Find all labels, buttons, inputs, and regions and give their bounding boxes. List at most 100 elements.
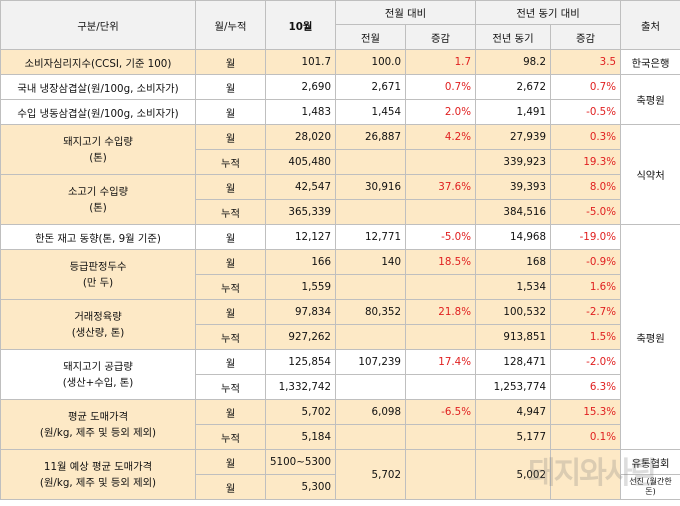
row-change: 0.7% xyxy=(404,74,477,100)
header-category: 구분/단위 xyxy=(0,0,196,50)
source-cell: 선진 (월간한돈) xyxy=(620,474,680,500)
row-current: 5,300 xyxy=(265,474,336,500)
row-label: 등급판정두수 (만 두) xyxy=(0,249,196,300)
label-unit: (생산량, 톤) xyxy=(71,326,125,339)
header-mom-change: 증감 xyxy=(404,24,477,50)
row-current: 28,020 xyxy=(265,124,336,150)
row-period: 월 xyxy=(195,349,266,375)
row-period: 월 xyxy=(195,299,266,325)
row-prev: 80,352 xyxy=(335,299,406,325)
row-period: 누적 xyxy=(195,424,266,450)
row-label: 거래정육량 (생산량, 톤) xyxy=(0,299,196,350)
row-prev-empty xyxy=(335,199,406,225)
row-change: 21.8% xyxy=(404,299,477,325)
header-source: 출처 xyxy=(620,0,680,50)
label-line: 등급판정두수 xyxy=(69,260,127,273)
row-current: 2,690 xyxy=(265,74,336,100)
row-period: 누적 xyxy=(195,149,266,175)
row-current: 125,854 xyxy=(265,349,336,375)
row-period: 월 xyxy=(195,399,266,425)
row-yprev: 2,672 xyxy=(475,74,552,100)
row-current: 1,559 xyxy=(265,274,336,300)
row-ychange: -2.0% xyxy=(550,349,622,375)
row-current: 405,480 xyxy=(265,149,336,175)
row-ychange: 1.5% xyxy=(550,324,622,350)
row-ychange: 1.6% xyxy=(550,274,622,300)
header-yoy-group: 전년 동기 대비 xyxy=(475,0,622,25)
row-ychange: -0.5% xyxy=(550,99,622,125)
row-prev-empty xyxy=(335,274,406,300)
row-yprev: 100,532 xyxy=(475,299,552,325)
row-label: 수입 냉동삼겹살(원/100g, 소비자가) xyxy=(0,99,196,125)
header-current-month: 10월 xyxy=(265,0,336,50)
row-label: 돼지고기 공급량 (생산+수입, 톤) xyxy=(0,349,196,400)
row-yprev: 128,471 xyxy=(475,349,552,375)
row-current: 12,127 xyxy=(265,224,336,250)
row-prev-empty xyxy=(335,374,406,400)
row-period: 월 xyxy=(195,249,266,275)
row-change: 18.5% xyxy=(404,249,477,275)
row-change-empty xyxy=(404,274,477,300)
row-change-empty xyxy=(404,424,477,450)
row-yprev: 14,968 xyxy=(475,224,552,250)
row-yprev: 1,534 xyxy=(475,274,552,300)
header-yoy-change: 증감 xyxy=(550,24,622,50)
header-yoy-prev: 전년 동기 xyxy=(475,24,552,50)
row-prev: 100.0 xyxy=(335,49,406,75)
row-change: 1.7 xyxy=(404,49,477,75)
header-mom-group: 전월 대비 xyxy=(334,0,477,25)
row-prev-empty xyxy=(335,149,406,175)
row-period: 월 xyxy=(195,99,266,125)
row-label: 평균 도매가격 (원/kg, 제주 및 등외 제외) xyxy=(0,399,196,450)
row-current: 42,547 xyxy=(265,174,336,200)
row-label: 소비자심리지수(CCSI, 기준 100) xyxy=(0,49,196,75)
row-yprev: 384,516 xyxy=(475,199,552,225)
row-change-empty xyxy=(404,199,477,225)
row-ychange: 0.1% xyxy=(550,424,622,450)
row-change: -5.0% xyxy=(404,224,477,250)
row-period: 월 xyxy=(195,74,266,100)
row-yprev: 98.2 xyxy=(475,49,552,75)
header-mom-prev: 전월 xyxy=(335,24,406,50)
row-period: 누적 xyxy=(195,374,266,400)
row-prev: 2,671 xyxy=(335,74,406,100)
label-unit: (원/kg, 제주 및 등외 제외) xyxy=(39,426,157,439)
row-current: 927,262 xyxy=(265,324,336,350)
row-prev: 6,098 xyxy=(335,399,406,425)
row-current: 5,702 xyxy=(265,399,336,425)
row-yprev: 168 xyxy=(475,249,552,275)
row-period: 월 xyxy=(195,449,266,475)
row-ychange: 15.3% xyxy=(550,399,622,425)
row-current: 1,332,742 xyxy=(265,374,336,400)
source-cell: 유통협회 xyxy=(620,449,680,475)
row-change: 37.6% xyxy=(404,174,477,200)
row-change-empty xyxy=(404,449,477,500)
row-prev-empty xyxy=(335,424,406,450)
row-ychange: 6.3% xyxy=(550,374,622,400)
header-period: 월/누적 xyxy=(195,0,266,50)
row-yprev: 1,491 xyxy=(475,99,552,125)
source-cell: 축평원 xyxy=(620,74,680,125)
row-change-empty xyxy=(404,374,477,400)
row-change-empty xyxy=(404,324,477,350)
row-change-empty xyxy=(404,149,477,175)
row-current: 1,483 xyxy=(265,99,336,125)
row-yprev: 39,393 xyxy=(475,174,552,200)
row-period: 월 xyxy=(195,174,266,200)
label-line: 11월 예상 평균 도매가격 xyxy=(43,460,153,473)
label-unit: (만 두) xyxy=(82,276,114,289)
label-line: 소고기 수입량 xyxy=(67,185,129,198)
row-period: 누적 xyxy=(195,199,266,225)
row-period: 누적 xyxy=(195,274,266,300)
label-line: 돼지고기 공급량 xyxy=(63,360,133,373)
row-label: 11월 예상 평균 도매가격 (원/kg, 제주 및 등외 제외) xyxy=(0,449,196,500)
label-unit: (톤) xyxy=(89,201,107,214)
row-period: 누적 xyxy=(195,324,266,350)
row-prev: 26,887 xyxy=(335,124,406,150)
row-prev-empty xyxy=(335,324,406,350)
source-cell: 식약처 xyxy=(620,124,680,225)
label-line: 돼지고기 수입량 xyxy=(63,135,133,148)
row-change: 4.2% xyxy=(404,124,477,150)
row-change: 2.0% xyxy=(404,99,477,125)
